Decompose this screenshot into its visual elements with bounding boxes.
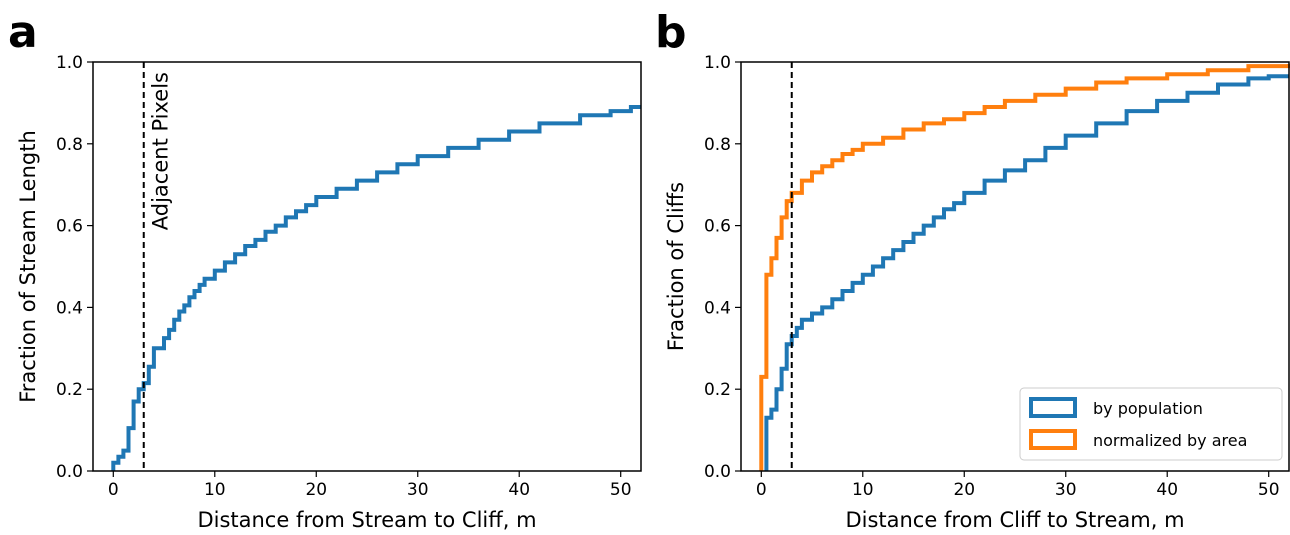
y-tick-label-a: 0.4 (56, 298, 83, 318)
panel-label-a: a (8, 7, 38, 58)
x-tick-label-a: 40 (508, 480, 530, 500)
x-tick-label-a: 0 (108, 480, 119, 500)
panel-b-axes: 0 10 20 30 40 50 0.0 0.2 0.4 0.6 0.8 1.0 (704, 53, 1290, 500)
y-tick-label-b: 0.8 (704, 135, 731, 155)
legend-label-by-population: by population (1093, 399, 1203, 418)
y-tick-label-b: 0.2 (704, 380, 731, 400)
x-tick-label-b: 40 (1156, 480, 1178, 500)
x-tick-label-b: 20 (953, 480, 975, 500)
panel-a-axes: 0 10 20 30 40 50 0.0 0.2 0.4 0.6 0.8 1.0 (56, 53, 642, 500)
y-tick-label-b: 1.0 (704, 53, 731, 73)
plot-frame-a (92, 61, 642, 472)
x-tick-label-b: 0 (756, 480, 767, 500)
legend-swatch-by-population (1029, 397, 1077, 418)
x-tick-label-a: 20 (305, 480, 327, 500)
series-line-b-1 (759, 64, 1290, 471)
panel-b-x-axis-label: Distance from Cliff to Stream, m (845, 508, 1184, 532)
legend-box (1019, 387, 1283, 461)
panel-b: b 0 10 20 30 40 50 0.0 0.2 0.4 0.6 0.8 1.0 Distance… (655, 7, 1290, 532)
x-tick-label-a: 30 (407, 480, 429, 500)
y-tick-label-b: 0.0 (704, 462, 731, 482)
x-tick-label-b: 50 (1258, 480, 1280, 500)
panel-label-b: b (655, 7, 687, 58)
panel-b-y-axis-label: Fraction of Cliffs (664, 182, 688, 351)
x-tick-label-b: 10 (852, 480, 874, 500)
legend: by population normalized by area (1019, 387, 1283, 461)
panel-a-y-axis-label: Fraction of Stream Length (16, 130, 40, 403)
y-tick-label-b: 0.4 (704, 298, 731, 318)
panel-a-x-axis-label: Distance from Stream to Cliff, m (197, 508, 536, 532)
legend-label-normalized-by-area: normalized by area (1093, 431, 1247, 450)
y-tick-label-a: 0.2 (56, 380, 83, 400)
x-tick-label-a: 50 (610, 480, 632, 500)
adjacent-pixels-label: Adjacent Pixels (149, 72, 173, 230)
series-line-a-0 (111, 105, 641, 471)
legend-swatch-normalized-by-area (1029, 429, 1077, 450)
y-tick-label-a: 1.0 (56, 53, 83, 73)
y-tick-label-a: 0.6 (56, 217, 83, 237)
y-tick-label-b: 0.6 (704, 217, 731, 237)
y-tick-label-a: 0.8 (56, 135, 83, 155)
x-tick-label-b: 30 (1055, 480, 1077, 500)
x-tick-label-a: 10 (204, 480, 226, 500)
plot-frame-b (740, 61, 1290, 472)
panel-a: a 0 10 20 30 40 50 0.0 0.2 0.4 0.6 0.8 1.0 Distance… (8, 7, 642, 532)
y-tick-label-a: 0.0 (56, 462, 83, 482)
